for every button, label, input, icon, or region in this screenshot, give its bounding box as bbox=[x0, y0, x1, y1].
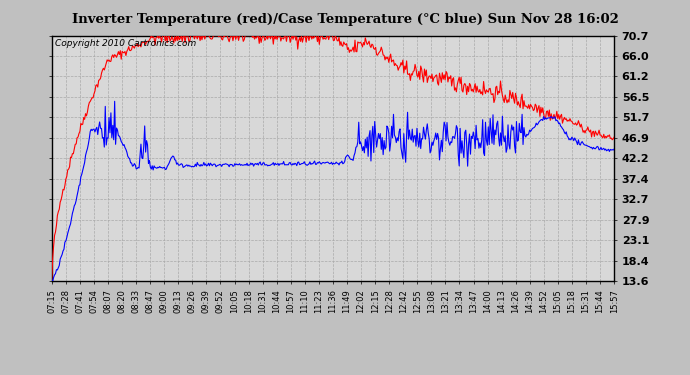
Text: Copyright 2010 Cartronics.com: Copyright 2010 Cartronics.com bbox=[55, 39, 196, 48]
Text: Inverter Temperature (red)/Case Temperature (°C blue) Sun Nov 28 16:02: Inverter Temperature (red)/Case Temperat… bbox=[72, 13, 618, 26]
